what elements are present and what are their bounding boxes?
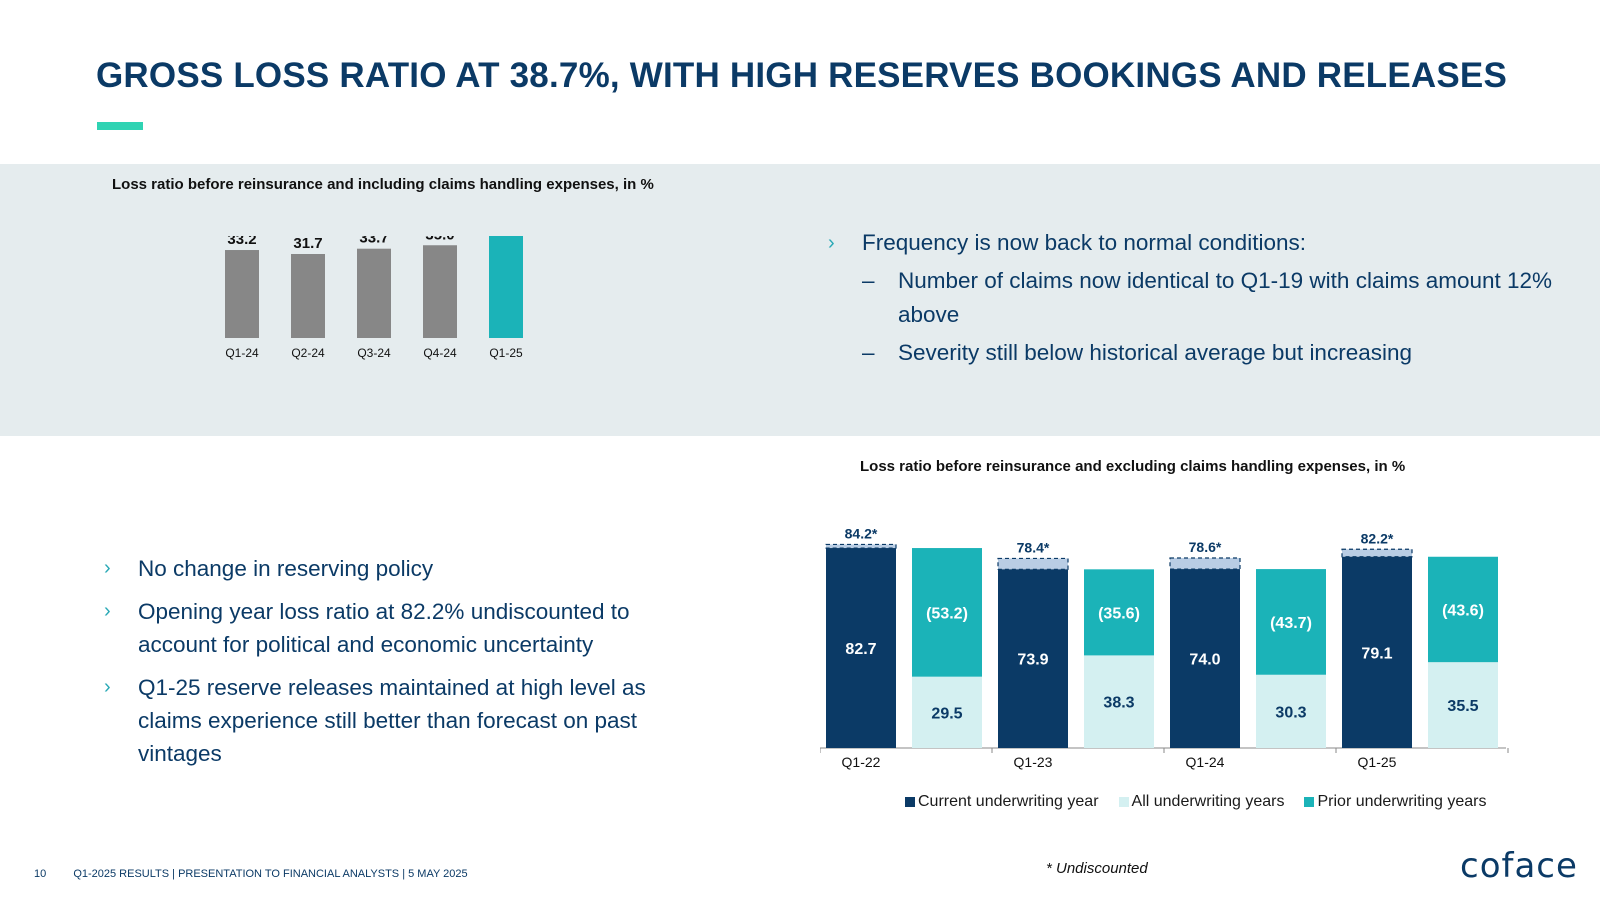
legend-item-current: Current underwriting year <box>905 793 1099 811</box>
bullet-reserving-policy: › No change in reserving policy <box>104 552 684 585</box>
bar-q1-24 <box>225 250 259 338</box>
bar-q4-24 <box>423 245 457 338</box>
value-label: 82.7 <box>845 641 876 658</box>
bar-current-year <box>1342 556 1412 748</box>
bar-all-years <box>1428 662 1498 748</box>
footer: 10 Q1-2025 RESULTS | PRESENTATION TO FIN… <box>34 868 468 880</box>
value-label: (43.7) <box>1270 615 1312 632</box>
bar-all-years <box>1084 655 1154 748</box>
sub-bullet-text: Severity still below historical average … <box>898 340 1412 365</box>
legend-label: All underwriting years <box>1131 793 1285 810</box>
footnote-undiscounted: * Undiscounted <box>1046 860 1148 877</box>
undiscounted-label: 78.6* <box>1189 539 1222 555</box>
value-label: 79.1 <box>1361 645 1392 662</box>
undiscounted-cap <box>1341 548 1413 558</box>
bar-q1-25 <box>489 236 523 338</box>
bar-q2-24 <box>291 253 325 338</box>
sub-bullet-text: Number of claims now identical to Q1-19 … <box>898 268 1553 327</box>
chevron-icon: › <box>104 676 111 698</box>
chart2-title: Loss ratio before reinsurance and exclud… <box>860 458 1406 475</box>
page-number: 10 <box>34 868 47 880</box>
value-label: 38.3 <box>1103 695 1134 712</box>
legend-swatch-prior <box>1304 797 1315 807</box>
legend-label: Current underwriting year <box>918 793 1099 810</box>
tick-label: Q1-24 <box>1186 754 1225 770</box>
bullet-text: Opening year loss ratio at 82.2% undisco… <box>138 599 630 657</box>
tick-label: Q2-24 <box>291 346 325 360</box>
bar-current-year <box>1170 569 1240 748</box>
legend-swatch-current <box>905 797 915 807</box>
bar-prior-years <box>912 548 982 677</box>
top-bullets: › Frequency is now back to normal condit… <box>828 226 1588 370</box>
undiscounted-cap <box>997 557 1069 570</box>
gross-loss-ratio-chart: 33.2Q1-2431.7Q2-2433.7Q3-2435.0Q4-2438.7… <box>225 236 523 360</box>
bullet-text: Frequency is now back to normal conditio… <box>862 230 1306 255</box>
value-label: 73.9 <box>1017 652 1048 669</box>
chevron-icon: › <box>104 557 111 579</box>
value-label: 31.7 <box>293 236 322 252</box>
chart2-legend: Current underwriting year All underwriti… <box>905 793 1486 811</box>
chart1-title: Loss ratio before reinsurance and includ… <box>112 176 654 193</box>
value-label: 35.0 <box>425 236 454 243</box>
undiscounted-cap <box>825 543 897 549</box>
value-label: 29.5 <box>931 705 962 722</box>
chevron-icon: › <box>104 600 111 622</box>
top-band <box>0 164 1600 436</box>
bar-prior-years <box>1428 556 1498 663</box>
value-label: 33.7 <box>359 236 388 247</box>
tick-label: Q3-24 <box>357 346 391 360</box>
value-label: (53.2) <box>926 605 968 622</box>
bar-all-years <box>912 676 982 748</box>
bar-current-year <box>826 548 896 748</box>
value-label: 74.0 <box>1189 652 1220 669</box>
bar-q3-24 <box>357 248 391 338</box>
bar-prior-years <box>1084 569 1154 656</box>
bar-prior-years <box>1256 569 1326 675</box>
tick-label: Q1-23 <box>1014 754 1053 770</box>
undiscounted-label: 82.2* <box>1361 530 1394 546</box>
bullet-text: No change in reserving policy <box>138 556 434 581</box>
sub-bullet-severity: – Severity still below historical averag… <box>862 336 1588 370</box>
chevron-icon: › <box>828 232 835 254</box>
value-label: (43.6) <box>1442 602 1484 619</box>
legend-label: Prior underwriting years <box>1317 793 1487 810</box>
coface-logo: coface <box>1460 846 1578 886</box>
bullet-reserve-releases: › Q1-25 reserve releases maintained at h… <box>104 671 684 770</box>
sub-bullets: – Number of claims now identical to Q1-1… <box>862 264 1588 370</box>
bar-all-years <box>1256 674 1326 748</box>
legend-item-all: All underwriting years <box>1118 793 1285 811</box>
bullet-frequency: › Frequency is now back to normal condit… <box>828 226 1588 370</box>
bottom-bullets: › No change in reserving policy › Openin… <box>104 552 684 780</box>
undiscounted-label: 78.4* <box>1017 539 1050 555</box>
title-accent-bar <box>97 122 143 130</box>
value-label: (35.6) <box>1098 605 1140 622</box>
undiscounted-cap <box>1169 557 1241 570</box>
undiscounted-label: 84.2* <box>845 528 878 541</box>
dash-icon: – <box>862 340 875 365</box>
bullet-text: Q1-25 reserve releases maintained at hig… <box>138 675 646 766</box>
bar-current-year <box>998 569 1068 748</box>
bullet-opening-year: › Opening year loss ratio at 82.2% undis… <box>104 595 684 661</box>
footer-text: Q1-2025 RESULTS | PRESENTATION TO FINANC… <box>73 868 468 880</box>
tick-label: Q4-24 <box>423 346 457 360</box>
value-label: 30.3 <box>1275 704 1306 721</box>
tick-label: Q1-22 <box>842 754 881 770</box>
legend-item-prior: Prior underwriting years <box>1304 793 1486 811</box>
dash-icon: – <box>862 268 875 293</box>
value-label: 35.5 <box>1447 698 1478 715</box>
loss-ratio-breakdown-chart: 82.7 84.2* 29.5 (53.2) Q1-22 73.9 78.4* 38.3 (35… <box>820 528 1509 770</box>
value-label: 33.2 <box>227 236 256 248</box>
tick-label: Q1-24 <box>225 346 259 360</box>
legend-swatch-all <box>1118 797 1129 807</box>
sub-bullet-claims: – Number of claims now identical to Q1-1… <box>862 264 1588 332</box>
page-title: GROSS LOSS RATIO AT 38.7%, WITH HIGH RES… <box>96 56 1508 95</box>
tick-label: Q1-25 <box>1358 754 1397 770</box>
tick-label: Q1-25 <box>489 346 523 360</box>
